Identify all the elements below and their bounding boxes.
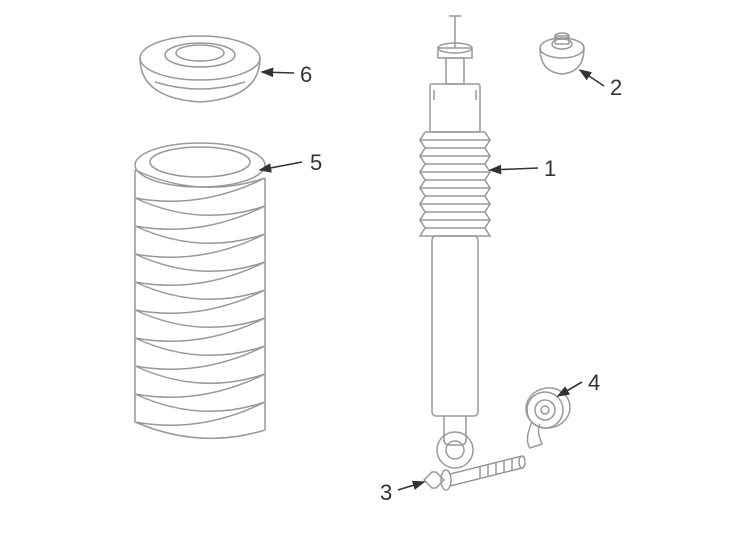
callout-6: 6 [300, 62, 312, 88]
callout-2: 2 [610, 75, 622, 101]
shock-absorber-part [420, 16, 490, 468]
callout-5: 5 [310, 150, 322, 176]
coil-spring-part [135, 143, 265, 438]
parts-diagram [0, 0, 734, 540]
callout-1: 1 [544, 156, 556, 182]
callout-3: 3 [380, 480, 392, 506]
upper-bushing-part [540, 33, 584, 74]
spring-seat-part [140, 36, 260, 102]
cam-washer-part [523, 384, 573, 448]
callout-4: 4 [588, 370, 600, 396]
bolt-part [424, 456, 525, 490]
